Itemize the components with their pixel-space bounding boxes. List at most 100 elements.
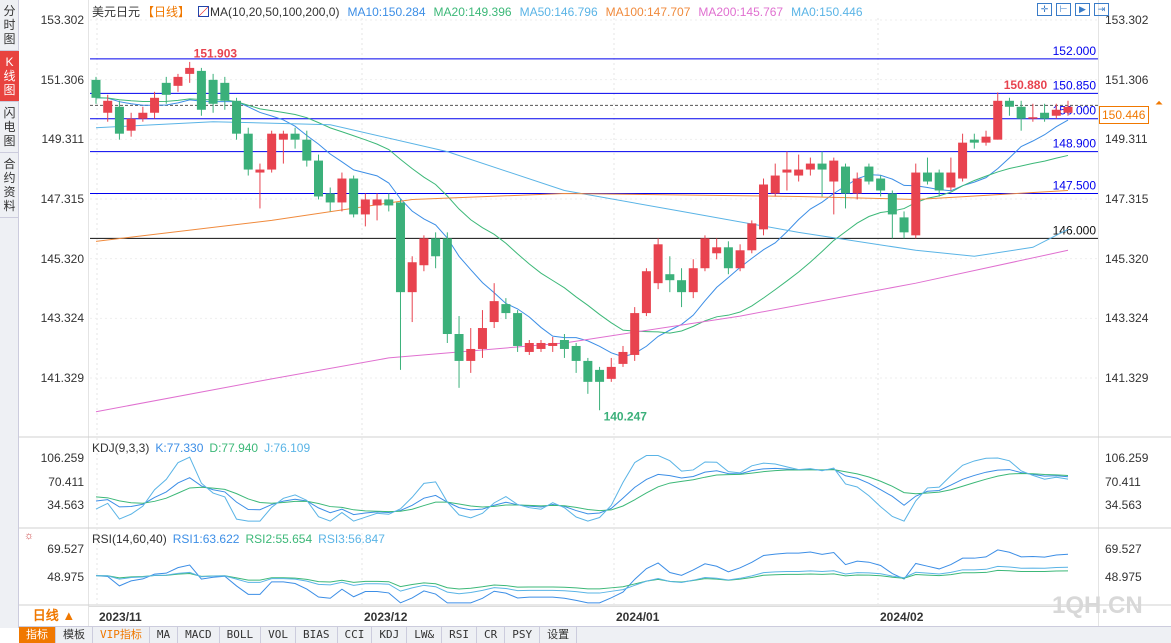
candle-body	[1028, 117, 1038, 119]
candle-body	[548, 342, 558, 346]
candle-body	[138, 112, 148, 119]
candle-body	[220, 82, 230, 101]
candle-body	[583, 360, 593, 382]
indicator-toolbar: 指标 模板 VIP指标 MA MACD BOLL VOL BIAS CCI KDJ LW& RSI CR…	[19, 626, 1171, 643]
candle-body	[91, 79, 101, 98]
candle-body	[958, 142, 968, 179]
rsi3: RSI3:56.847	[318, 532, 385, 546]
candle-body	[477, 328, 487, 349]
toolbar-4[interactable]: MACD	[178, 627, 220, 643]
zoom-range-icon[interactable]: ⊢	[1056, 3, 1071, 16]
watermark: 1QH.CN	[1052, 592, 1143, 619]
date-label: 2024/02	[880, 610, 924, 624]
candle-body	[302, 139, 312, 161]
left-axis-label: 145.320	[40, 251, 84, 266]
candle-body	[747, 223, 757, 251]
toolbar-2[interactable]: VIP指标	[93, 627, 150, 643]
candle-body	[723, 247, 733, 269]
candle-body	[384, 199, 394, 206]
candle-body	[337, 178, 347, 203]
low-annotation: 140.247	[604, 410, 648, 424]
candle-body	[700, 238, 710, 269]
price-level-label: 150.850	[1053, 78, 1097, 92]
right-axis-label: 153.302	[1105, 13, 1149, 27]
ma50-line	[95, 121, 1069, 257]
ma-legend: 美元日元 【日线】 MA(10,20,50,100,200,0) MA10:150.2…	[92, 3, 879, 20]
candle-body	[255, 169, 265, 173]
kdj-axis-label: 106.259	[40, 451, 84, 465]
toolbar-6[interactable]: VOL	[261, 627, 296, 643]
candle-body	[571, 345, 581, 361]
candle-body	[267, 133, 277, 170]
tab-kline[interactable]: K线图	[0, 51, 19, 102]
toolbar-3[interactable]: MA	[150, 627, 179, 643]
tab-flash[interactable]: 闪电图	[0, 102, 19, 153]
toolbar-0[interactable]: 指标	[19, 627, 56, 643]
tab-contract-info[interactable]: 合约资料	[0, 153, 19, 218]
play-icon[interactable]: ▶	[1075, 3, 1090, 16]
kdj-k: K:77.330	[155, 441, 204, 455]
rsi-legend: RSI(14,60,40) RSI1:63.622 RSI2:55.654 RSI3:…	[92, 532, 391, 546]
candle-body	[606, 366, 616, 379]
kdj-axis-label: 34.563	[1105, 498, 1142, 512]
kdj-j-line	[95, 455, 1069, 522]
candle-body	[559, 339, 569, 349]
ma-value-2: MA50:146.796	[519, 5, 598, 19]
toolbar-12[interactable]: CR	[477, 627, 506, 643]
toolbar-14[interactable]: 设置	[540, 627, 578, 643]
rsi2: RSI2:55.654	[245, 532, 313, 546]
candle-body	[1016, 106, 1026, 119]
candle-body	[794, 169, 804, 176]
candle-body	[243, 133, 253, 170]
kdj-d-line	[95, 469, 1069, 513]
toolbar-9[interactable]: KDJ	[372, 627, 408, 643]
settings-sun-icon[interactable]: ☼	[24, 530, 35, 542]
candle-body	[103, 100, 113, 113]
expand-up-icon[interactable]: ⏶	[1155, 98, 1163, 109]
candle-body	[595, 369, 605, 382]
candle-body	[677, 280, 687, 293]
tab-timeshare[interactable]: 分时图	[0, 0, 19, 51]
left-axis-label: 149.311	[41, 132, 85, 147]
rsi1-line	[95, 549, 1069, 604]
toolbar-11[interactable]: RSI	[442, 627, 477, 643]
toolbar-13[interactable]: PSY	[505, 627, 541, 643]
price-level-label: 147.500	[1053, 178, 1097, 192]
crosshair-icon[interactable]: ✛	[1037, 3, 1052, 16]
candle-body	[501, 304, 511, 314]
candle-body	[349, 178, 359, 215]
candle-body	[185, 67, 195, 74]
right-axis-label: 145.320	[1105, 251, 1149, 266]
candle-body	[208, 79, 218, 104]
candle-body	[513, 313, 523, 346]
candle-body	[981, 136, 991, 143]
candle-body	[805, 163, 815, 170]
kdj-axis-label: 106.259	[1105, 451, 1149, 465]
rsi1: RSI1:63.622	[172, 532, 240, 546]
price-level-label: 152.000	[1053, 44, 1097, 58]
candle-body	[969, 139, 979, 143]
candle-body	[407, 262, 417, 293]
toolbar-5[interactable]: BOLL	[220, 627, 262, 643]
date-label: 2023/11	[99, 610, 142, 624]
candle-body	[630, 313, 640, 355]
goto-end-icon[interactable]: ⇥	[1094, 3, 1109, 16]
rsi-axis-label: 48.975	[47, 570, 84, 584]
ma-value-4: MA200:145.767	[698, 5, 784, 19]
toolbar-10[interactable]: LW&	[407, 627, 443, 643]
price-level-label: 146.000	[1053, 223, 1097, 237]
candle-body	[431, 238, 441, 257]
ma-value-1: MA20:149.396	[433, 5, 512, 19]
candle-body	[712, 247, 722, 254]
candle-body	[372, 199, 382, 206]
toolbar-7[interactable]: BIAS	[296, 627, 338, 643]
toolbar-1[interactable]: 模板	[56, 627, 93, 643]
candle-body	[934, 172, 944, 191]
toolbar-8[interactable]: CCI	[338, 627, 373, 643]
candle-body	[829, 160, 839, 182]
chart-tools: ✛ ⊢ ▶ ⇥	[1037, 3, 1109, 16]
candle-body	[876, 178, 886, 191]
period-selector[interactable]: 日线 ▲	[32, 608, 76, 623]
kdj-label: KDJ(9,3,3)	[92, 441, 150, 455]
